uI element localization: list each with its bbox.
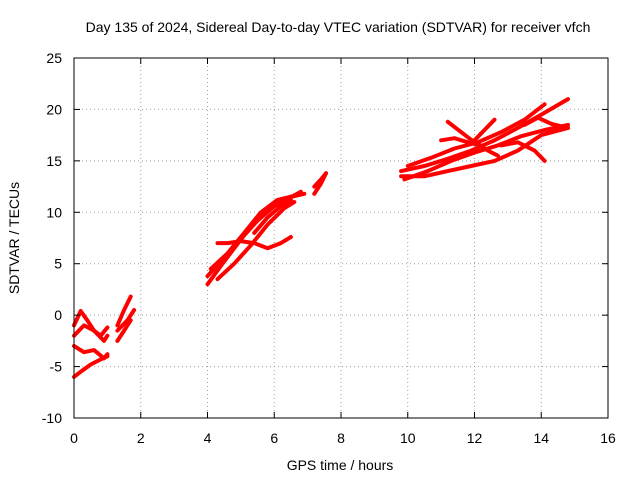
x-tick-label: 2 — [137, 430, 145, 446]
series-line-24 — [522, 115, 570, 130]
series-line-5 — [115, 294, 133, 328]
x-axis-label: GPS time / hours — [287, 457, 394, 473]
series-line-15 — [312, 171, 328, 189]
series-line-13 — [252, 197, 293, 235]
y-tick-label: -10 — [42, 410, 62, 426]
x-tick-label: 12 — [467, 430, 483, 446]
series-layer — [72, 97, 570, 379]
x-tick-label: 14 — [533, 430, 549, 446]
series-line-11 — [215, 200, 297, 282]
y-tick-label: 15 — [46, 153, 62, 169]
series-line-7 — [115, 308, 137, 333]
y-axis-label: SDTVAR / TECUs — [6, 182, 22, 294]
series-line-6 — [115, 318, 133, 343]
x-tick-label: 16 — [600, 430, 616, 446]
y-tick-label: 0 — [54, 307, 62, 323]
x-tick-label: 0 — [70, 430, 78, 446]
x-tick-label: 8 — [337, 430, 345, 446]
series-line-22 — [472, 117, 497, 143]
y-tick-label: 5 — [54, 256, 62, 272]
chart-title: Day 135 of 2024, Sidereal Day-to-day VTE… — [86, 19, 591, 35]
series-line-16 — [399, 125, 570, 179]
x-tick-label: 6 — [270, 430, 278, 446]
series-line-21 — [445, 119, 500, 158]
x-tick-label: 4 — [204, 430, 212, 446]
tick-layer: 0 2 4 6 8 10 12 14 16 -10 -5 0 5 10 15 20 25 — [42, 50, 616, 446]
series-line-10 — [208, 193, 297, 271]
y-tick-label: 20 — [46, 101, 62, 117]
series-line-23 — [499, 140, 547, 163]
x-tick-label: 10 — [400, 430, 416, 446]
y-tick-label: 25 — [46, 50, 62, 66]
series-line-4 — [72, 354, 110, 379]
series-line-1 — [72, 309, 110, 338]
series-line-12 — [215, 235, 293, 251]
y-tick-label: -5 — [50, 359, 63, 375]
y-tick-label: 10 — [46, 204, 62, 220]
series-line-2 — [72, 323, 110, 343]
grid-layer — [74, 58, 608, 418]
